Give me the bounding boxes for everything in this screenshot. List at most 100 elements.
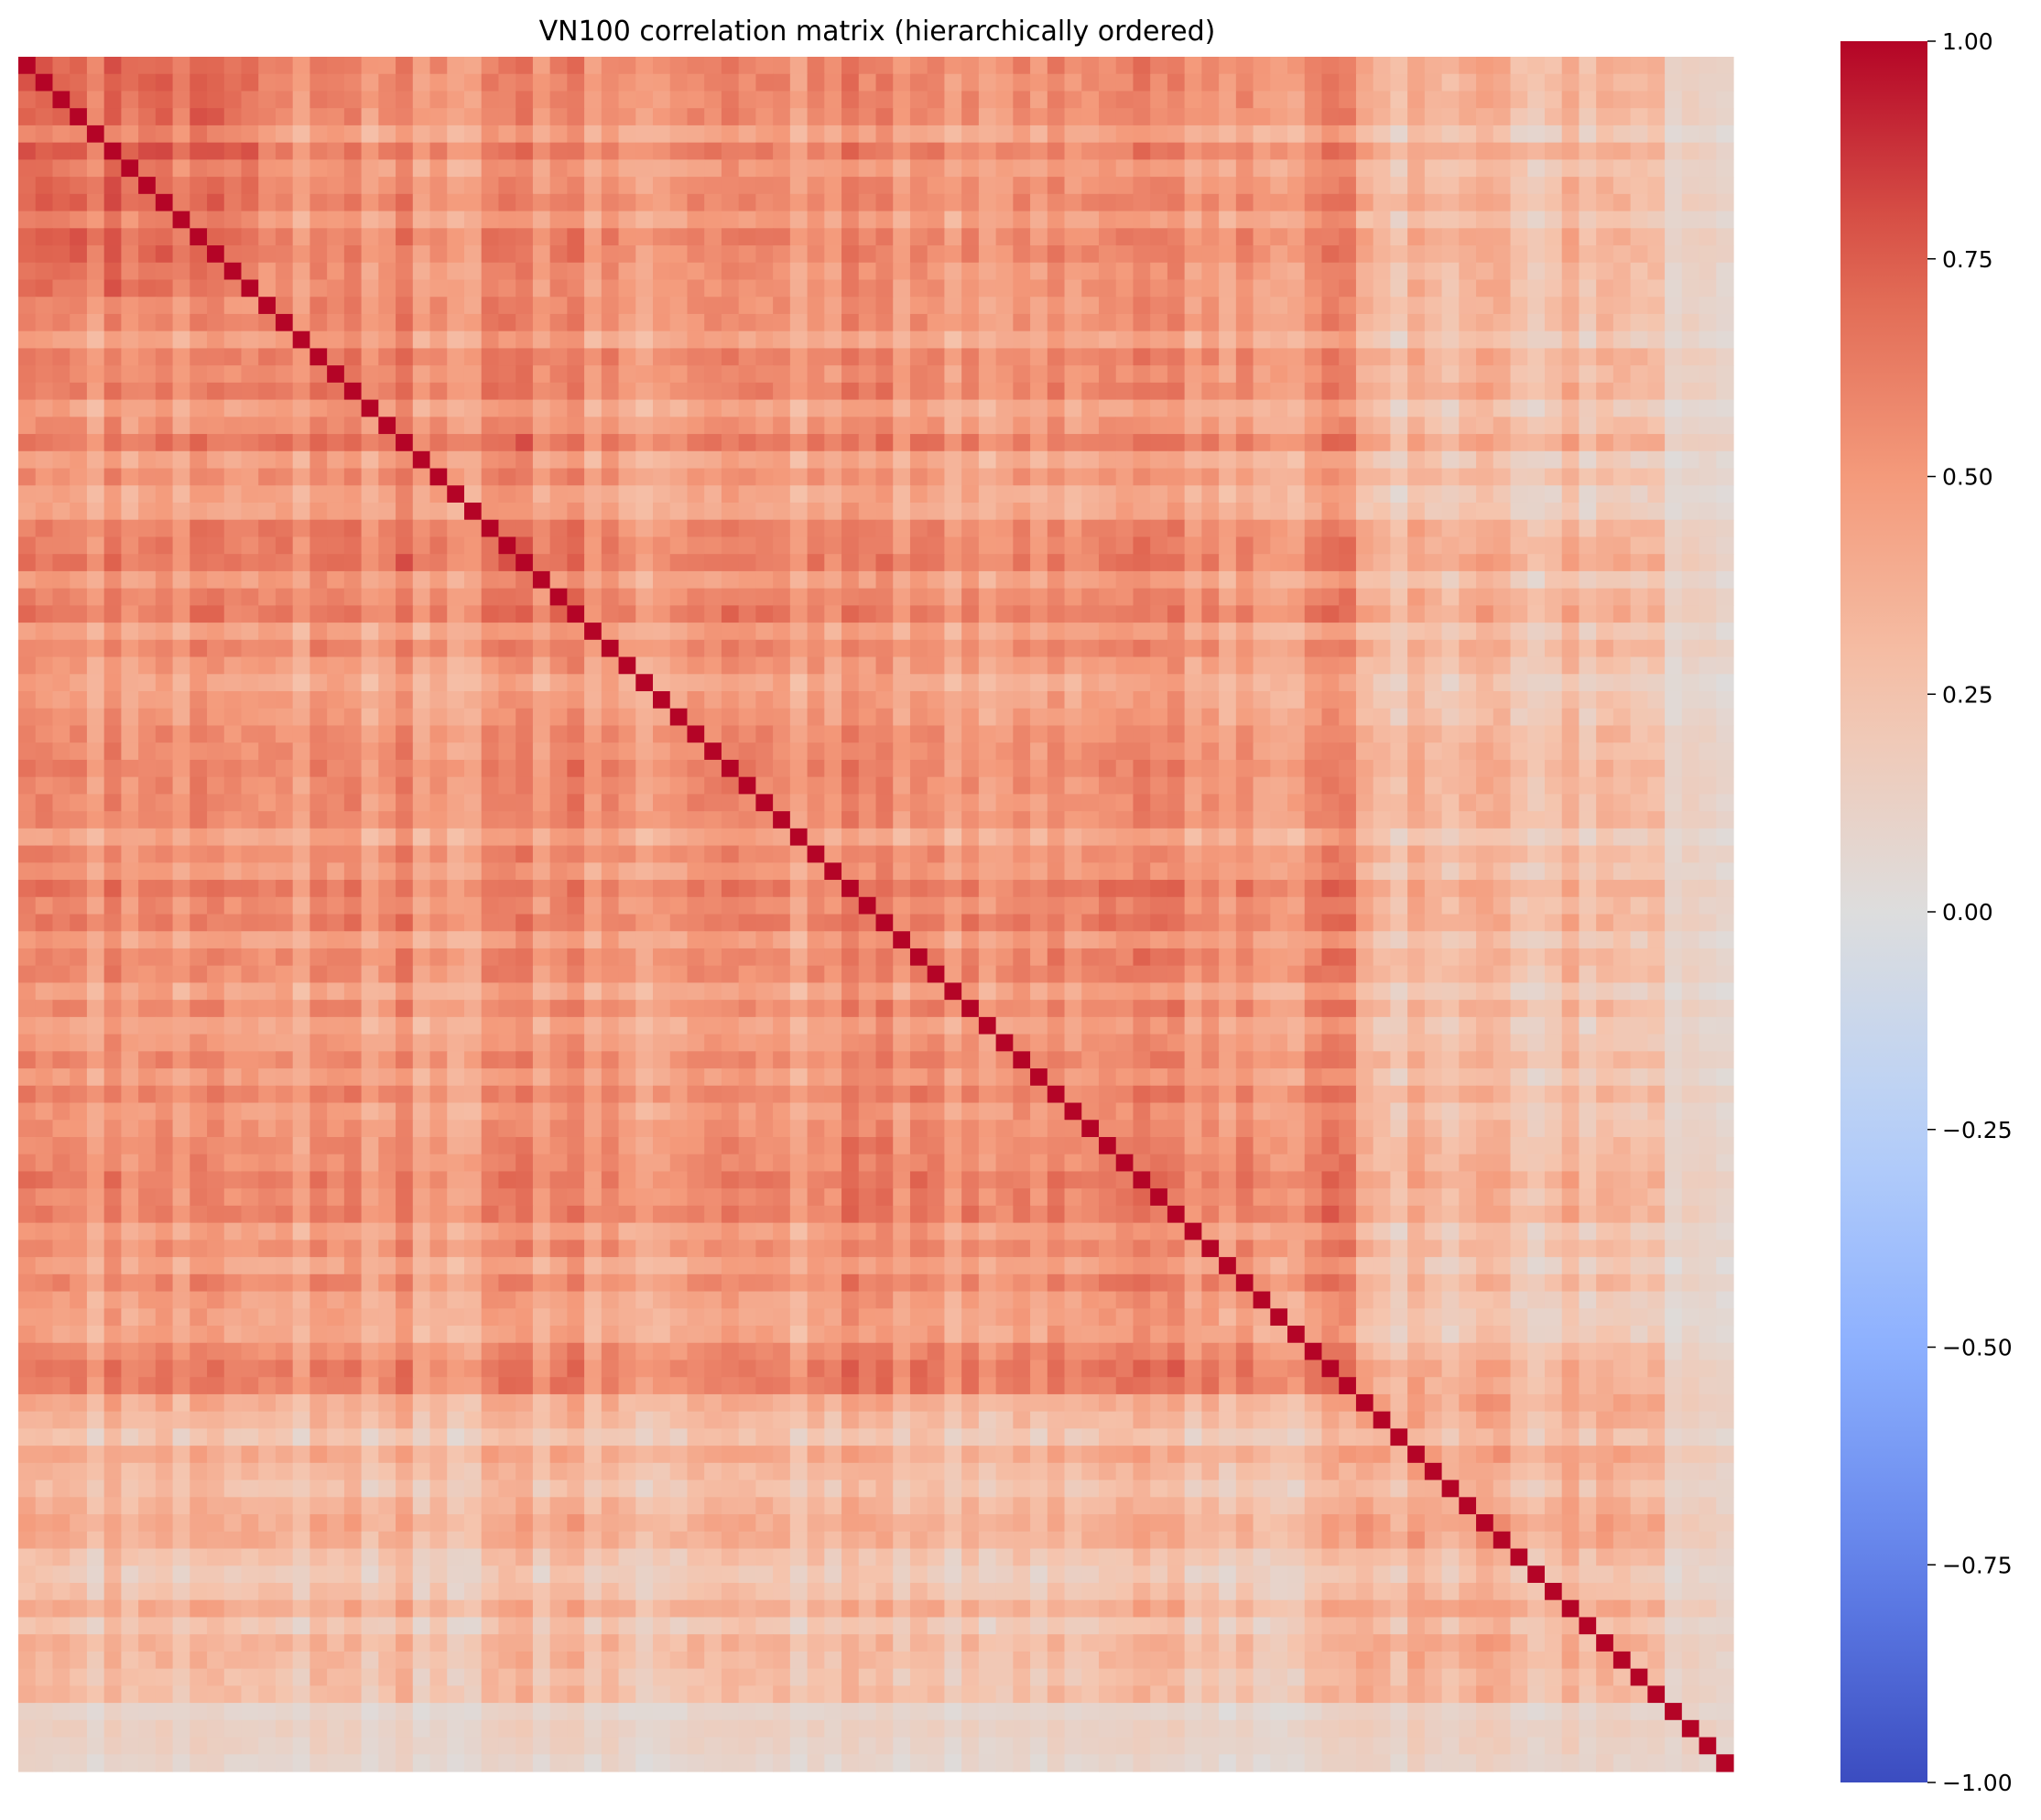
heatmap-cell — [1390, 57, 1408, 75]
heatmap-cell — [207, 485, 225, 504]
heatmap-cell — [669, 845, 689, 863]
heatmap-cell — [275, 73, 294, 92]
heatmap-cell — [601, 211, 620, 229]
heatmap-cell — [327, 639, 345, 658]
heatmap-cell — [86, 73, 105, 92]
heatmap-cell — [1270, 330, 1288, 350]
heatmap-cell — [687, 108, 705, 126]
heatmap-cell — [275, 502, 294, 521]
heatmap-cell — [309, 108, 328, 126]
heatmap-cell — [1253, 348, 1271, 366]
heatmap-cell — [1373, 759, 1391, 778]
heatmap-cell — [18, 73, 37, 92]
heatmap-cell — [361, 536, 379, 555]
heatmap-cell — [172, 759, 190, 778]
heatmap-cell — [601, 399, 620, 417]
heatmap-cell — [1561, 125, 1580, 144]
heatmap-cell — [1441, 91, 1460, 109]
heatmap-cell — [1235, 674, 1254, 692]
heatmap-cell — [463, 434, 483, 452]
heatmap-cell — [1150, 554, 1168, 572]
heatmap-cell — [549, 708, 568, 727]
heatmap-cell — [1476, 228, 1494, 246]
heatmap-cell — [86, 880, 105, 898]
heatmap-cell — [1047, 828, 1066, 847]
heatmap-cell — [1098, 468, 1117, 486]
heatmap-cell — [909, 742, 928, 761]
heatmap-cell — [52, 776, 71, 795]
heatmap-cell — [447, 365, 465, 384]
heatmap-cell — [549, 450, 568, 470]
heatmap-cell — [1098, 880, 1117, 898]
heatmap-cell — [653, 845, 671, 863]
heatmap-cell — [241, 536, 259, 555]
heatmap-cell — [1612, 211, 1632, 229]
heatmap-cell — [1665, 691, 1683, 710]
heatmap-cell — [1235, 297, 1254, 315]
heatmap-cell — [789, 656, 809, 675]
heatmap-cell — [1133, 382, 1151, 401]
heatmap-cell — [1459, 862, 1477, 881]
heatmap-cell — [1681, 639, 1700, 658]
heatmap-cell — [1115, 759, 1134, 778]
heatmap-cell — [1630, 193, 1648, 212]
heatmap-cell — [944, 245, 962, 264]
heatmap-cell — [275, 417, 294, 435]
heatmap-cell — [1184, 759, 1202, 778]
heatmap-cell — [70, 57, 88, 75]
heatmap-cell — [841, 211, 860, 229]
heatmap-cell — [1612, 91, 1632, 109]
heatmap-cell — [190, 313, 208, 332]
heatmap-cell — [841, 828, 860, 847]
heatmap-cell — [995, 399, 1014, 417]
heatmap-cell — [789, 536, 809, 555]
heatmap-cell — [584, 725, 603, 743]
heatmap-cell — [1459, 279, 1477, 298]
heatmap-cell — [1081, 228, 1100, 246]
heatmap-cell — [1201, 776, 1220, 795]
heatmap-cell — [1081, 177, 1100, 195]
heatmap-cell — [721, 417, 740, 435]
heatmap-cell — [447, 759, 465, 778]
heatmap-cell — [1699, 862, 1717, 881]
heatmap-cell — [738, 365, 756, 384]
heatmap-cell — [687, 623, 705, 641]
heatmap-cell — [635, 862, 654, 881]
heatmap-cell — [207, 623, 225, 641]
heatmap-cell — [1270, 177, 1288, 195]
heatmap-cell — [70, 434, 88, 452]
heatmap-cell — [172, 125, 190, 144]
heatmap-cell — [567, 297, 585, 315]
heatmap-cell — [18, 554, 37, 572]
heatmap-cell — [635, 845, 654, 863]
heatmap-cell — [961, 57, 980, 75]
heatmap-cell — [1253, 125, 1271, 144]
heatmap-cell — [121, 656, 139, 675]
heatmap-cell — [858, 623, 877, 641]
heatmap-cell — [1355, 330, 1374, 350]
heatmap-cell — [309, 554, 328, 572]
heatmap-cell — [1047, 177, 1066, 195]
heatmap-cell — [1201, 417, 1220, 435]
heatmap-cell — [1561, 742, 1580, 761]
heatmap-cell — [103, 725, 122, 743]
heatmap-cell — [944, 348, 962, 366]
heatmap-cell — [584, 159, 603, 178]
heatmap-cell — [944, 725, 962, 743]
heatmap-cell — [618, 502, 636, 521]
heatmap-cell — [858, 108, 877, 126]
heatmap-cell — [618, 845, 636, 863]
heatmap-cell — [841, 725, 860, 743]
heatmap-cell — [858, 896, 877, 915]
heatmap-cell — [773, 759, 791, 778]
heatmap-cell — [1115, 742, 1134, 761]
heatmap-cell — [1647, 177, 1666, 195]
heatmap-cell — [1527, 193, 1546, 212]
heatmap-cell — [1270, 759, 1288, 778]
heatmap-cell — [103, 382, 122, 401]
heatmap-cell — [52, 382, 71, 401]
heatmap-cell — [1219, 228, 1237, 246]
heatmap-cell — [1596, 365, 1614, 384]
heatmap-cell — [909, 862, 928, 881]
heatmap-cell — [1287, 262, 1306, 281]
